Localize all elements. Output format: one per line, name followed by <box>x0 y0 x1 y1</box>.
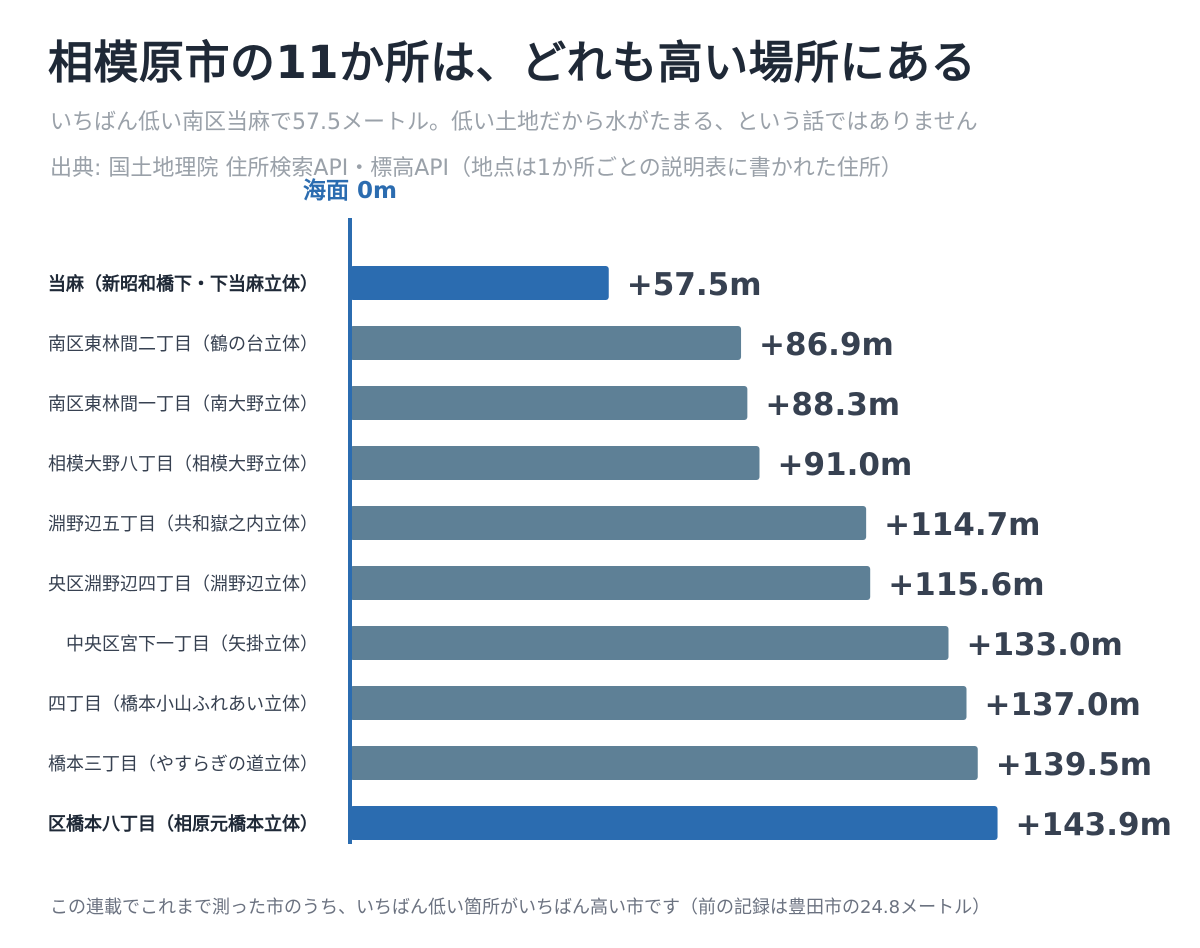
value-label-2: +88.3m <box>765 387 900 423</box>
chart-subtitle: いちばん低い南区当麻で57.5メートル。低い土地だから水がたまる、という話ではあ… <box>50 110 978 135</box>
zero-label: 海面 0m <box>303 177 397 204</box>
value-label-0: +57.5m <box>627 267 762 303</box>
category-label-5: 央区淵野辺四丁目（淵野辺立体） <box>48 574 318 595</box>
value-label-9: +143.9m <box>1016 807 1172 843</box>
value-label-5: +115.6m <box>888 567 1044 603</box>
bar-3 <box>350 446 760 480</box>
value-label-8: +139.5m <box>996 747 1152 783</box>
bar-6 <box>350 626 949 660</box>
bar-7 <box>350 686 967 720</box>
chart-title: 相模原市の11か所は、どれも高い場所にある <box>48 36 977 89</box>
category-label-4: 淵野辺五丁目（共和嶽之内立体） <box>48 514 318 535</box>
bar-1 <box>350 326 742 360</box>
category-label-2: 南区東林間一丁目（南大野立体） <box>48 394 318 415</box>
bar-0 <box>350 266 609 300</box>
bar-9 <box>350 806 998 840</box>
value-label-3: +91.0m <box>778 447 913 483</box>
category-label-8: 橋本三丁目（やすらぎの道立体） <box>48 754 318 775</box>
category-label-0: 当麻（新昭和橋下・下当麻立体） <box>48 273 318 295</box>
value-label-6: +133.0m <box>967 627 1123 663</box>
value-label-1: +86.9m <box>759 327 894 363</box>
bar-2 <box>350 386 748 420</box>
category-label-9: 区橋本八丁目（相原元橋本立体） <box>48 813 318 835</box>
value-label-4: +114.7m <box>884 507 1040 543</box>
bar-chart: 当麻（新昭和橋下・下当麻立体） +57.5m 南区東林間二丁目（鶴の台立体） +86.… <box>48 177 1172 844</box>
category-label-3: 相模大野八丁目（相模大野立体） <box>48 454 318 475</box>
category-label-6: 中央区宮下一丁目（矢掛立体） <box>66 634 318 655</box>
bar-4 <box>350 506 867 540</box>
value-label-7: +137.0m <box>985 687 1141 723</box>
chart-footnote: この連載でこれまで測った市のうち、いちばん低い箇所がいちばん高い市です（前の記録… <box>50 897 991 918</box>
bar-5 <box>350 566 871 600</box>
category-label-1: 南区東林間二丁目（鶴の台立体） <box>48 334 318 355</box>
chart-source: 出典: 国土地理院 住所検索API・標高API（地点は1か所ごとの説明表に書かれ… <box>50 156 903 181</box>
category-label-7: 四丁目（橋本小山ふれあい立体） <box>48 694 318 715</box>
bar-8 <box>350 746 978 780</box>
